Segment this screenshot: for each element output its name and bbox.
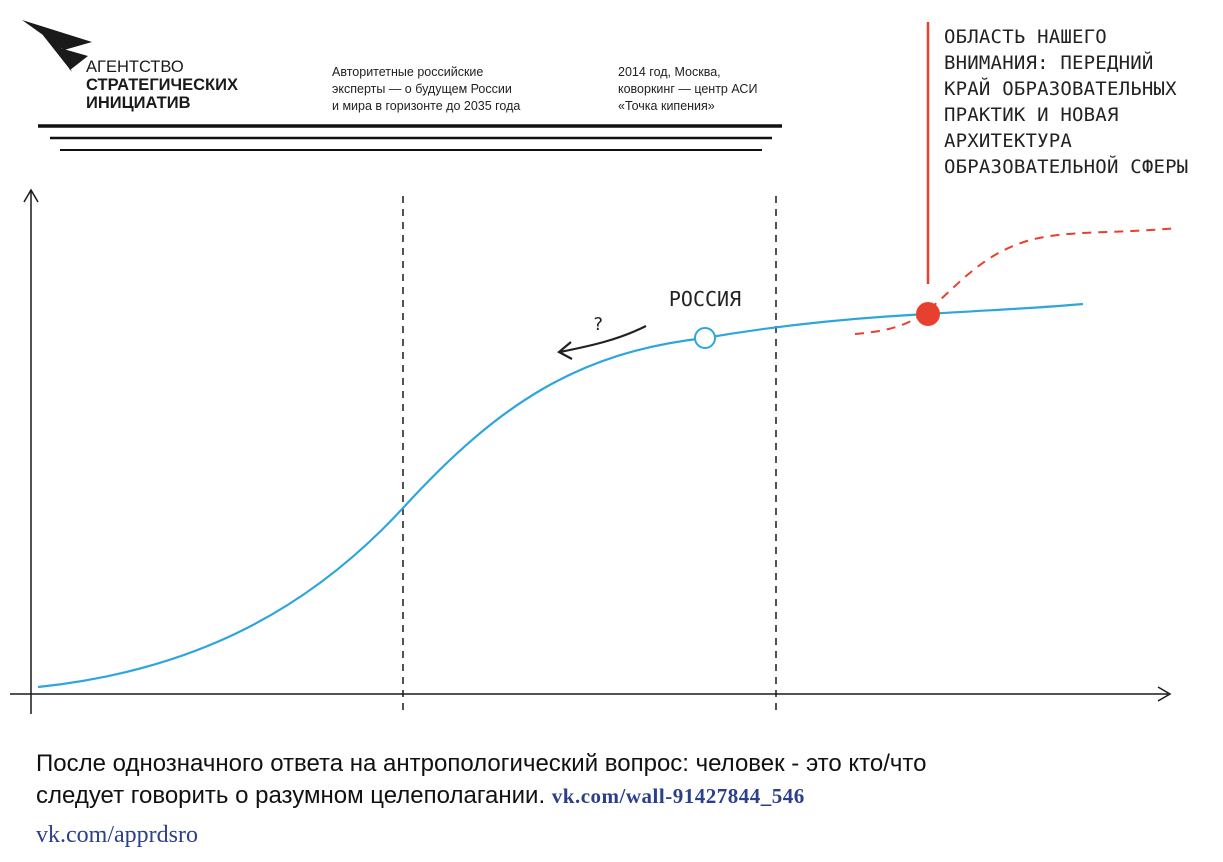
- caption-line-2: следует говорить о разумном целеполагани…: [36, 780, 1196, 812]
- org-name-line-1: АГЕНТСТВО: [86, 58, 184, 76]
- future-curve: [854, 227, 1179, 335]
- org-name-line-2: СТРАТЕГИЧЕСКИХ: [86, 76, 238, 94]
- focus-note-line: АРХИТЕКТУРА: [944, 130, 1073, 152]
- subtitle-line: эксперты — о будущем России: [332, 82, 512, 96]
- russia-label: РОССИЯ: [669, 287, 741, 311]
- focus-note-line: ПРАКТИК И НОВАЯ: [944, 104, 1119, 126]
- event-line: 2014 год, Москва,: [618, 65, 721, 79]
- header-event-info: 2014 год, Москва, коворкинг — центр АСИ …: [618, 64, 757, 115]
- x-axis-arrow-icon: [1157, 686, 1172, 702]
- russia-marker: [694, 327, 716, 349]
- backward-arrow-icon: [559, 325, 647, 354]
- event-line: коворкинг — центр АСИ: [618, 82, 758, 96]
- focus-note-line: КРАЙ ОБРАЗОВАТЕЛЬНЫХ: [944, 78, 1177, 100]
- subtitle-line: Авторитетные российские: [332, 65, 484, 79]
- focus-note-line: ОБРАЗОВАТЕЛЬНОЙ СФЕРЫ: [944, 156, 1189, 178]
- caption-line-1: После однозначного ответа на антропологи…: [36, 750, 927, 777]
- org-name: АГЕНТСТВО СТРАТЕГИЧЕСКИХ ИНИЦИАТИВ: [86, 58, 238, 112]
- footer-link[interactable]: vk.com/apprdsro: [36, 822, 198, 848]
- backward-arrowhead-icon: [557, 341, 573, 360]
- org-name-line-3: ИНИЦИАТИВ: [86, 94, 191, 112]
- event-line: «Точка кипения»: [618, 99, 715, 113]
- focus-point: [916, 302, 940, 326]
- question-mark: ?: [593, 314, 604, 335]
- y-axis-arrow-icon: [23, 188, 39, 203]
- asi-logo-icon: [22, 20, 92, 72]
- caption: После однозначного ответа на антропологи…: [36, 748, 1196, 812]
- focus-note-line: ОБЛАСТЬ НАШЕГО: [944, 26, 1107, 48]
- caption-link[interactable]: vk.com/wall-91427844_546: [551, 784, 805, 808]
- header-subtitle: Авторитетные российские эксперты — о буд…: [332, 64, 520, 115]
- subtitle-line: и мира в горизонте до 2035 года: [332, 99, 521, 113]
- focus-note-line: ВНИМАНИЯ: ПЕРЕДНИЙ: [944, 52, 1154, 74]
- focus-area-note: ОБЛАСТЬ НАШЕГО ВНИМАНИЯ: ПЕРЕДНИЙ КРАЙ О…: [944, 24, 1188, 180]
- caption-line-2-text: следует говорить о разумном целеполагани…: [36, 782, 546, 809]
- growth-curve: [37, 302, 1084, 689]
